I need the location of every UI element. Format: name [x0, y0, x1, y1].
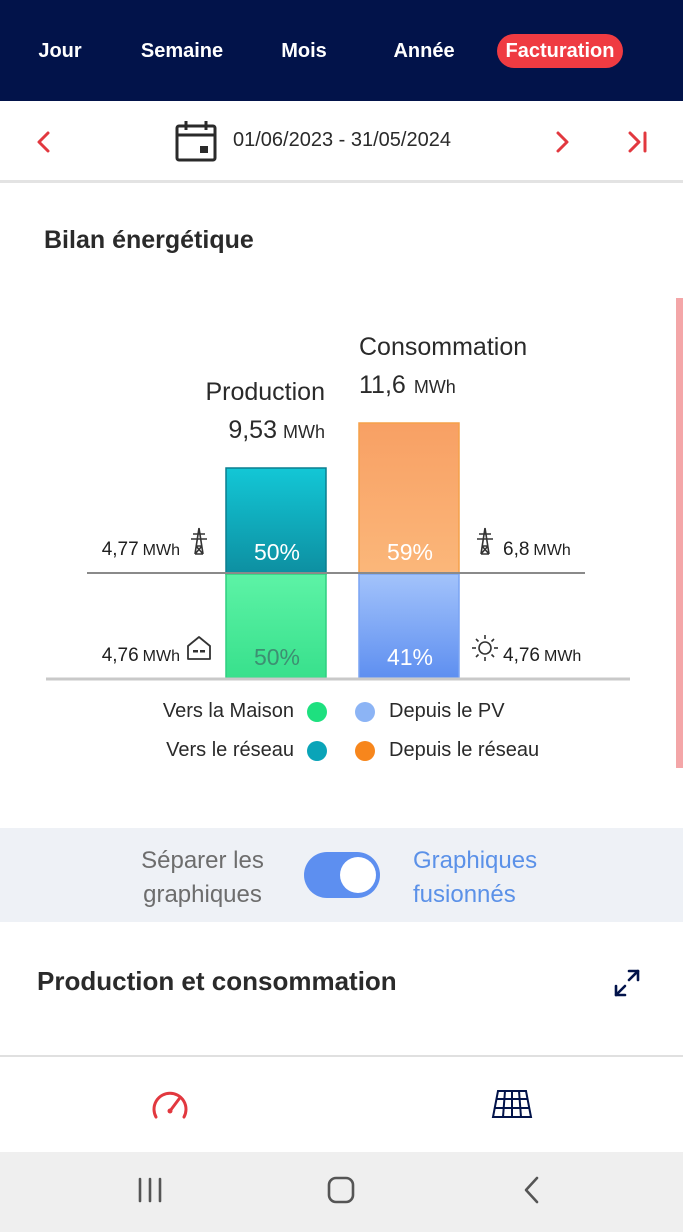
skip-to-end-icon: [628, 131, 647, 153]
chevron-left-icon: [37, 131, 50, 153]
merged-charts-label-line2: fusionnés: [413, 881, 516, 908]
date-range[interactable]: 01/06/2023 - 31/05/2024: [233, 129, 451, 151]
back-icon[interactable]: [520, 1174, 544, 1211]
consumption-total: 11,6 MWh: [359, 371, 456, 399]
merge-charts-toggle[interactable]: [304, 852, 380, 898]
bar-production-to-grid: [225, 467, 327, 575]
tab-week[interactable]: Semaine: [140, 40, 224, 62]
legend-to-home-swatch: [307, 702, 327, 722]
prev-period-button[interactable]: [24, 121, 64, 163]
home-icon[interactable]: [326, 1174, 356, 1211]
percent-consumption-from-grid: 59%: [387, 539, 433, 565]
value-production-to-grid: 4,77 MWh: [102, 539, 180, 560]
production-label: Production: [205, 378, 325, 406]
last-period-button[interactable]: [617, 121, 657, 163]
gauge-icon[interactable]: [150, 1087, 190, 1128]
consumption-label: Consommation: [359, 333, 527, 361]
energy-balance-title: Bilan énergétique: [44, 226, 254, 254]
sun-icon: [472, 635, 498, 661]
recent-apps-icon[interactable]: [137, 1174, 163, 1211]
separate-charts-label[interactable]: Séparer les graphiques: [120, 844, 285, 912]
percent-consumption-from-pv: 41%: [387, 644, 433, 670]
legend-to-home-label: Vers la Maison: [162, 700, 294, 722]
date-navigation: 01/06/2023 - 31/05/2024: [0, 101, 683, 183]
production-total: 9,53 MWh: [228, 416, 325, 444]
legend-to-grid-label: Vers le réseau: [166, 739, 294, 761]
tab-billing[interactable]: Facturation: [497, 34, 623, 68]
expand-icon[interactable]: [612, 968, 642, 1003]
production-consumption-title: Production et consommation: [37, 966, 397, 996]
tab-year[interactable]: Année: [393, 40, 455, 62]
house-icon: [187, 636, 211, 660]
system-navigation: [0, 1152, 683, 1232]
period-tabs: Jour Semaine Mois Année Facturation: [0, 0, 683, 101]
chart-mode-toggle-band: Séparer les graphiques Graphiques fusion…: [0, 828, 683, 922]
legend-to-grid-swatch: [307, 741, 327, 761]
legend-from-pv-label: Depuis le PV: [389, 700, 505, 722]
merged-charts-label-line1: Graphiques: [413, 847, 538, 874]
merged-charts-label[interactable]: Graphiques fusionnés: [413, 844, 583, 912]
scroll-indicator[interactable]: [676, 298, 683, 768]
separate-charts-label-line2: graphiques: [143, 881, 262, 908]
legend-from-pv-swatch: [355, 702, 375, 722]
power-pylon-icon-right: [477, 527, 493, 555]
calendar-icon[interactable]: [175, 120, 217, 167]
bar-consumption-from-grid: [358, 422, 460, 575]
legend-from-grid-swatch: [355, 741, 375, 761]
percent-production-to-grid: 50%: [254, 539, 300, 565]
bottom-navigation: [0, 1055, 683, 1152]
legend-from-grid-label: Depuis le réseau: [389, 739, 540, 761]
tab-month[interactable]: Mois: [281, 40, 327, 62]
percent-production-to-home: 50%: [254, 644, 300, 670]
value-consumption-from-grid: 6,8 MWh: [503, 539, 571, 560]
value-consumption-from-pv: 4,76 MWh: [503, 645, 581, 666]
chevron-right-icon: [556, 131, 569, 153]
power-pylon-icon: [191, 527, 207, 555]
next-period-button[interactable]: [542, 121, 582, 163]
toggle-knob: [340, 857, 376, 893]
separate-charts-label-line1: Séparer les: [141, 847, 264, 874]
value-production-to-home: 4,76 MWh: [102, 645, 180, 666]
solar-panel-icon[interactable]: [491, 1087, 533, 1126]
tab-day[interactable]: Jour: [38, 40, 82, 62]
energy-balance-chart: Production 9,53 MWh Consommation 11,6 MWh …: [46, 333, 630, 681]
